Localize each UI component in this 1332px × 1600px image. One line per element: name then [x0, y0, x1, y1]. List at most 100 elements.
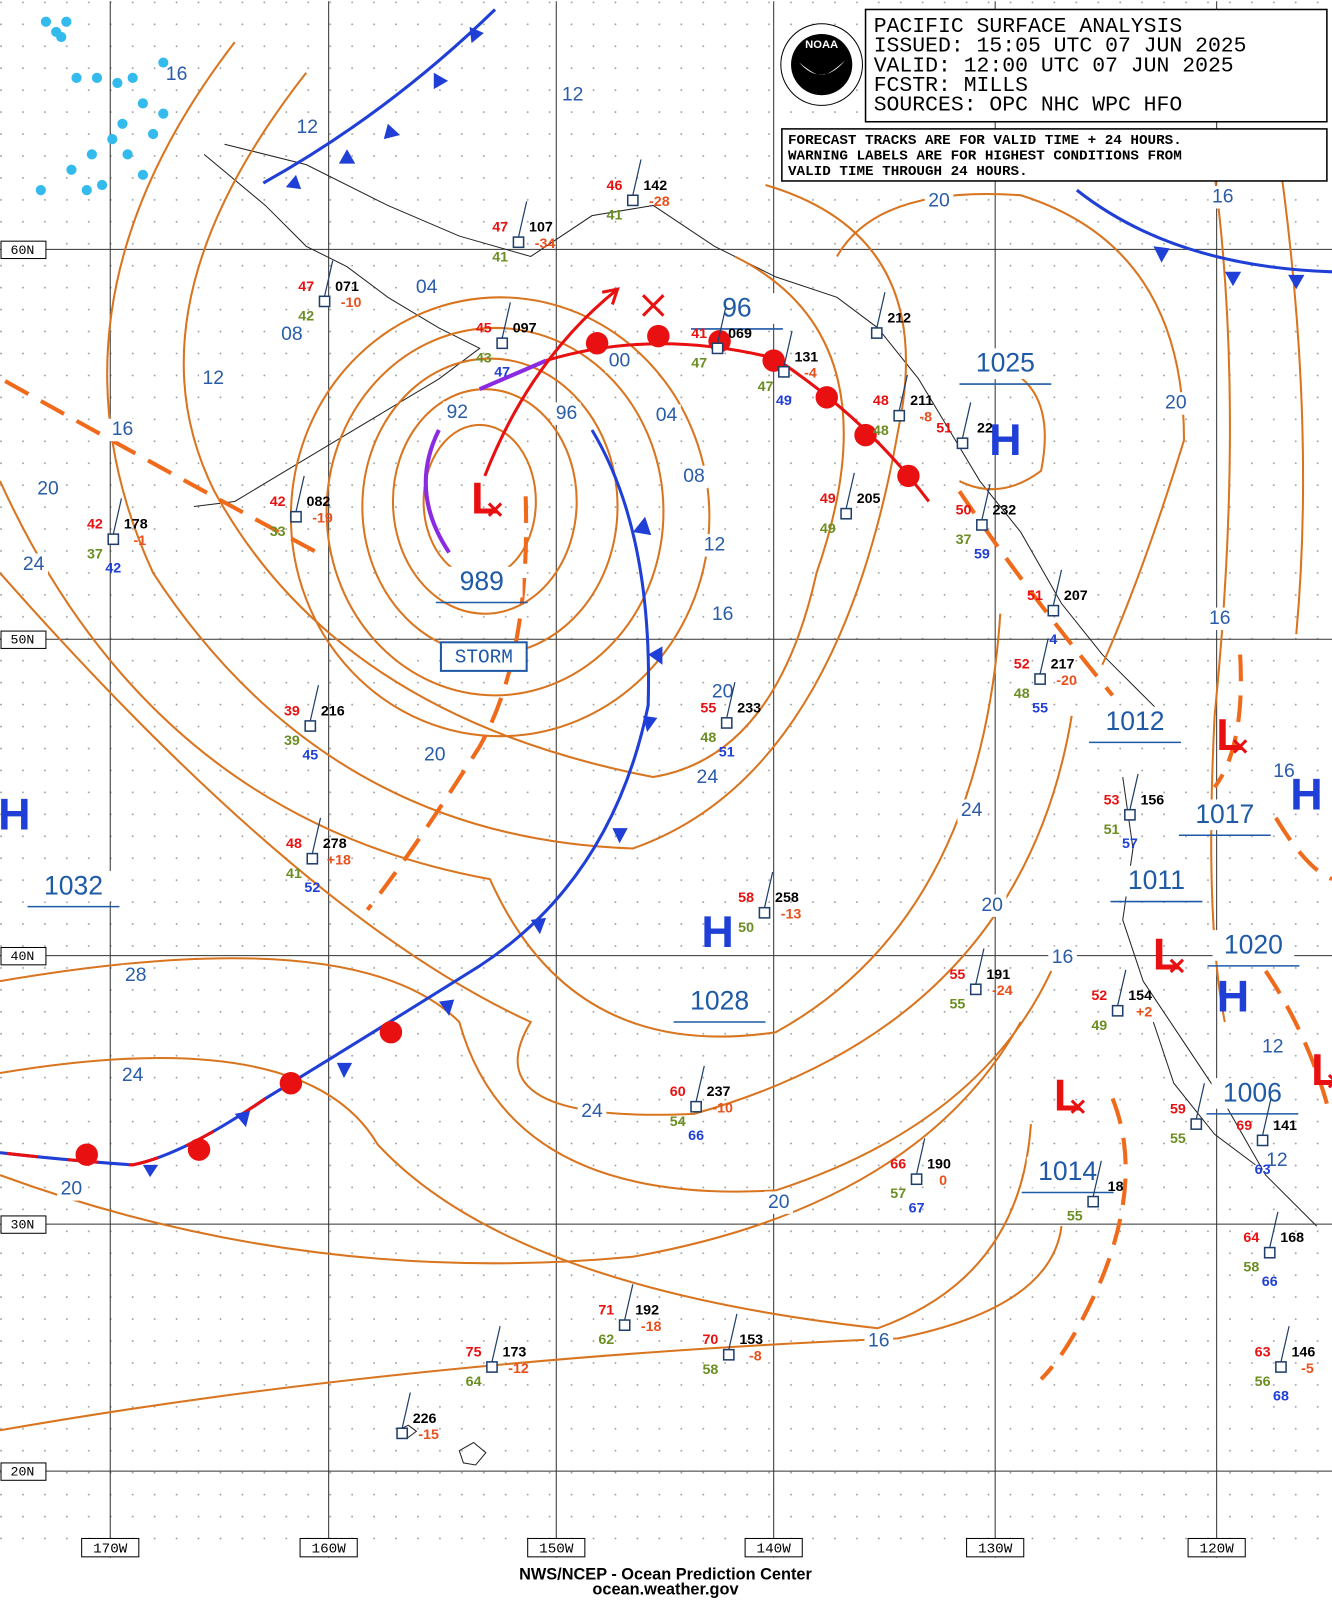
station-temp: 52	[1014, 657, 1030, 673]
isobar-label: 00	[609, 350, 631, 372]
station-marker	[1256, 1134, 1269, 1147]
station-marker	[1275, 1361, 1287, 1373]
isobar-label-bg	[764, 1191, 794, 1214]
isobar-label-bg	[924, 190, 954, 213]
station-water: 45	[302, 747, 318, 763]
wind-barb	[1261, 1099, 1272, 1136]
station-pressure: 141	[1273, 1118, 1297, 1134]
station-pressure: 153	[739, 1332, 763, 1348]
isobar-label: 24	[23, 553, 45, 575]
center-label-bg	[440, 566, 523, 598]
sea-ice-dot	[112, 77, 123, 89]
isobar-label-bg	[552, 402, 581, 425]
wind-barb	[763, 871, 774, 908]
header-line: PACIFIC SURFACE ANALYSIS	[874, 15, 1183, 39]
center-pressure: 989	[460, 566, 504, 596]
isobar-label: 16	[166, 63, 188, 85]
station-dewpoint: 43	[476, 350, 492, 366]
station-temp: 42	[87, 517, 103, 533]
sea-ice-dot	[122, 149, 133, 160]
isobars	[0, 41, 1305, 1432]
station-water: 4	[1049, 632, 1057, 648]
station-pressure: 156	[1140, 792, 1164, 808]
longitude-label: 170W	[93, 1541, 128, 1557]
station-marker	[1087, 1195, 1100, 1208]
isobar-label: 20	[424, 744, 446, 766]
station-dewpoint: 49	[1091, 1018, 1107, 1034]
isobar-label: 16	[1273, 760, 1295, 782]
station-dewpoint: 55	[1170, 1131, 1186, 1147]
wind-barb	[1280, 1326, 1290, 1363]
station-marker	[722, 1348, 735, 1361]
isobar-label-bg	[1262, 1149, 1292, 1173]
isobar-label: 20	[981, 894, 1003, 916]
station-marker	[1034, 673, 1046, 685]
station-temp: 52	[1091, 988, 1107, 1004]
sea-ice-dot	[137, 169, 148, 180]
station-water: 67	[909, 1201, 925, 1217]
graticule: 60N 50N 40N 30N 20N 170W 160W 150W 140W 130W 120W	[0, 1, 1332, 1558]
sea-ice-dot	[35, 185, 46, 196]
station-pressure: 069	[728, 326, 752, 342]
station-pressure: 205	[857, 491, 881, 507]
wind-barb	[1269, 1211, 1279, 1248]
wind-barb	[981, 483, 991, 520]
station-pressure: 082	[307, 494, 331, 510]
station-marker	[496, 337, 509, 350]
isobar-label: 16	[868, 1330, 890, 1352]
isobar-label: 16	[112, 418, 134, 440]
station-temp: 59	[1170, 1102, 1186, 1118]
station-pressure: 191	[986, 967, 1010, 983]
dotted-grid	[0, 1, 1332, 1558]
troughs	[4, 379, 1332, 1381]
station-dewpoint: 33	[270, 524, 286, 540]
low-center: L	[1054, 1069, 1081, 1120]
warning-label: STORM	[455, 647, 513, 669]
longitude-label-box	[1187, 1537, 1246, 1558]
station-marker	[396, 1427, 409, 1440]
station-marker	[690, 1100, 702, 1113]
station-marker	[1263, 1246, 1276, 1259]
station-dewpoint: 41	[607, 207, 623, 223]
center-label-bg	[1026, 1156, 1109, 1188]
station-dewpoint: 49	[820, 521, 836, 537]
station-marker	[778, 365, 790, 378]
wind-barb	[1092, 1160, 1102, 1197]
isobar-label: 12	[562, 83, 584, 105]
station-temp: 58	[738, 890, 754, 906]
station-marker	[976, 519, 988, 531]
isobar-label: 20	[1165, 392, 1187, 414]
latitude-label-box	[0, 1462, 47, 1481]
isobar-label-bg	[1258, 1036, 1288, 1059]
station-pressure: 278	[323, 836, 347, 852]
station-temp: 55	[949, 967, 965, 983]
note-box	[781, 128, 1328, 182]
station-dewpoint: 51	[1104, 822, 1120, 838]
isobar-label-bg	[108, 418, 137, 442]
sea-ice-dot	[71, 72, 82, 83]
station-water: 55	[1032, 700, 1048, 716]
sea-ice-dot	[51, 26, 62, 38]
longitude-label-box	[81, 1537, 140, 1558]
station-marker	[486, 1361, 498, 1373]
isobar-label: 04	[416, 276, 438, 298]
station-pressure: 192	[635, 1303, 659, 1319]
station-tendency: -34	[535, 236, 556, 252]
sea-ice-dot	[148, 128, 159, 140]
station-pressure: 216	[321, 703, 345, 719]
wind-barb	[1117, 969, 1127, 1006]
station-temp: 63	[1255, 1344, 1271, 1360]
latitude-label-box	[0, 240, 47, 260]
station-dewpoint: 58	[1243, 1260, 1259, 1276]
station-temp: 51	[1027, 588, 1043, 604]
note-line: WARNING LABELS ARE FOR HIGHEST CONDITION…	[788, 149, 1182, 165]
center-pressure: 1012	[1106, 706, 1165, 736]
longitude-label: 130W	[978, 1541, 1013, 1557]
station-temp: 47	[492, 220, 508, 236]
warning-box	[439, 641, 528, 672]
station-marker	[969, 983, 982, 996]
wind-barb	[323, 260, 334, 297]
station-pressure: 212	[887, 311, 911, 327]
station-temp: 51	[936, 421, 952, 437]
